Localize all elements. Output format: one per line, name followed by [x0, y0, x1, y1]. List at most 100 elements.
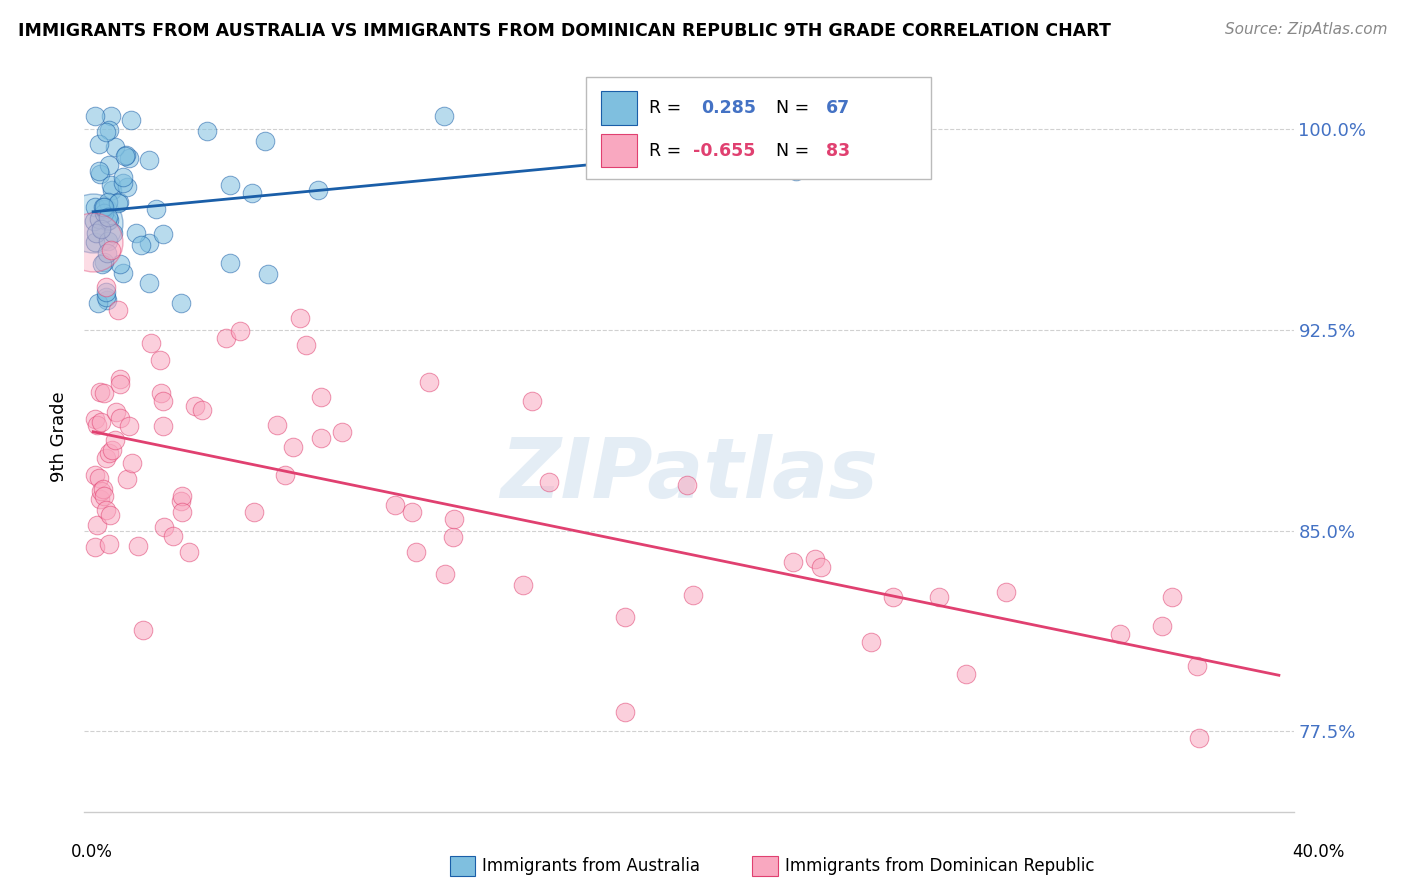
- Point: [882, 591, 904, 605]
- Point: [121, 456, 143, 470]
- Point: [89, 211, 111, 226]
- Point: [91, 257, 114, 271]
- Text: R =: R =: [650, 142, 686, 160]
- Point: [90, 484, 112, 499]
- Point: [148, 352, 170, 367]
- Point: [218, 256, 240, 270]
- FancyBboxPatch shape: [586, 78, 931, 178]
- Point: [782, 555, 804, 569]
- Point: [90, 222, 112, 236]
- Point: [131, 238, 153, 252]
- Point: [98, 508, 121, 523]
- Point: [170, 505, 193, 519]
- Text: 0.0%: 0.0%: [70, 843, 112, 861]
- Point: [281, 440, 304, 454]
- Point: [104, 434, 127, 448]
- Point: [215, 331, 238, 345]
- Point: [170, 490, 193, 504]
- Point: [94, 280, 117, 294]
- Point: [97, 213, 120, 227]
- Point: [139, 336, 162, 351]
- Point: [152, 393, 174, 408]
- Point: [86, 417, 108, 432]
- Text: Immigrants from Australia: Immigrants from Australia: [482, 857, 700, 875]
- Point: [94, 289, 117, 303]
- Point: [512, 578, 534, 592]
- Point: [90, 415, 112, 429]
- Text: N =: N =: [776, 142, 814, 160]
- Point: [132, 624, 155, 638]
- Text: 83: 83: [825, 142, 849, 160]
- Point: [93, 200, 115, 214]
- Text: N =: N =: [776, 99, 814, 117]
- Point: [810, 560, 832, 574]
- Point: [82, 235, 104, 249]
- Point: [152, 418, 174, 433]
- Point: [100, 183, 122, 197]
- Point: [110, 377, 132, 392]
- Point: [89, 167, 111, 181]
- Point: [98, 123, 121, 137]
- Point: [228, 324, 250, 338]
- Point: [441, 530, 464, 544]
- Point: [93, 255, 115, 269]
- Point: [955, 667, 977, 681]
- Point: [118, 418, 141, 433]
- Point: [96, 211, 118, 225]
- Point: [858, 128, 880, 142]
- Text: -0.655: -0.655: [693, 142, 755, 160]
- Point: [100, 178, 122, 193]
- Point: [87, 471, 110, 485]
- Point: [290, 310, 312, 325]
- Point: [91, 200, 114, 214]
- Point: [785, 164, 807, 178]
- Point: [89, 491, 111, 506]
- Point: [311, 391, 333, 405]
- Point: [994, 585, 1017, 599]
- Point: [538, 475, 561, 490]
- Point: [191, 403, 214, 417]
- Point: [90, 221, 112, 235]
- Text: ZIPatlas: ZIPatlas: [501, 434, 877, 515]
- Point: [434, 567, 457, 582]
- Point: [96, 293, 118, 307]
- Point: [152, 227, 174, 241]
- Point: [162, 529, 184, 543]
- Point: [107, 195, 129, 210]
- Point: [145, 202, 167, 217]
- Text: 67: 67: [825, 99, 849, 117]
- Point: [93, 202, 115, 216]
- Point: [108, 372, 131, 386]
- Point: [138, 276, 160, 290]
- Point: [125, 226, 148, 240]
- Point: [928, 590, 950, 604]
- Bar: [600, 134, 637, 168]
- Point: [1108, 627, 1130, 641]
- Point: [682, 588, 704, 602]
- Point: [97, 234, 120, 248]
- Point: [120, 112, 142, 127]
- Point: [107, 303, 129, 318]
- Point: [242, 186, 264, 200]
- Point: [219, 178, 242, 193]
- Text: 40.0%: 40.0%: [1292, 843, 1346, 861]
- Point: [108, 194, 131, 209]
- Point: [97, 446, 120, 460]
- Point: [83, 214, 105, 228]
- Point: [384, 498, 406, 512]
- Point: [112, 266, 135, 280]
- Point: [97, 194, 120, 209]
- Point: [184, 399, 207, 413]
- Point: [111, 169, 134, 184]
- Point: [111, 177, 134, 191]
- Point: [82, 216, 104, 230]
- Point: [1152, 618, 1174, 632]
- Point: [117, 473, 139, 487]
- Text: R =: R =: [650, 99, 686, 117]
- Point: [93, 386, 115, 401]
- Point: [117, 151, 139, 165]
- Point: [274, 468, 297, 483]
- Point: [149, 386, 172, 401]
- Point: [613, 706, 636, 720]
- Text: 0.285: 0.285: [702, 99, 756, 117]
